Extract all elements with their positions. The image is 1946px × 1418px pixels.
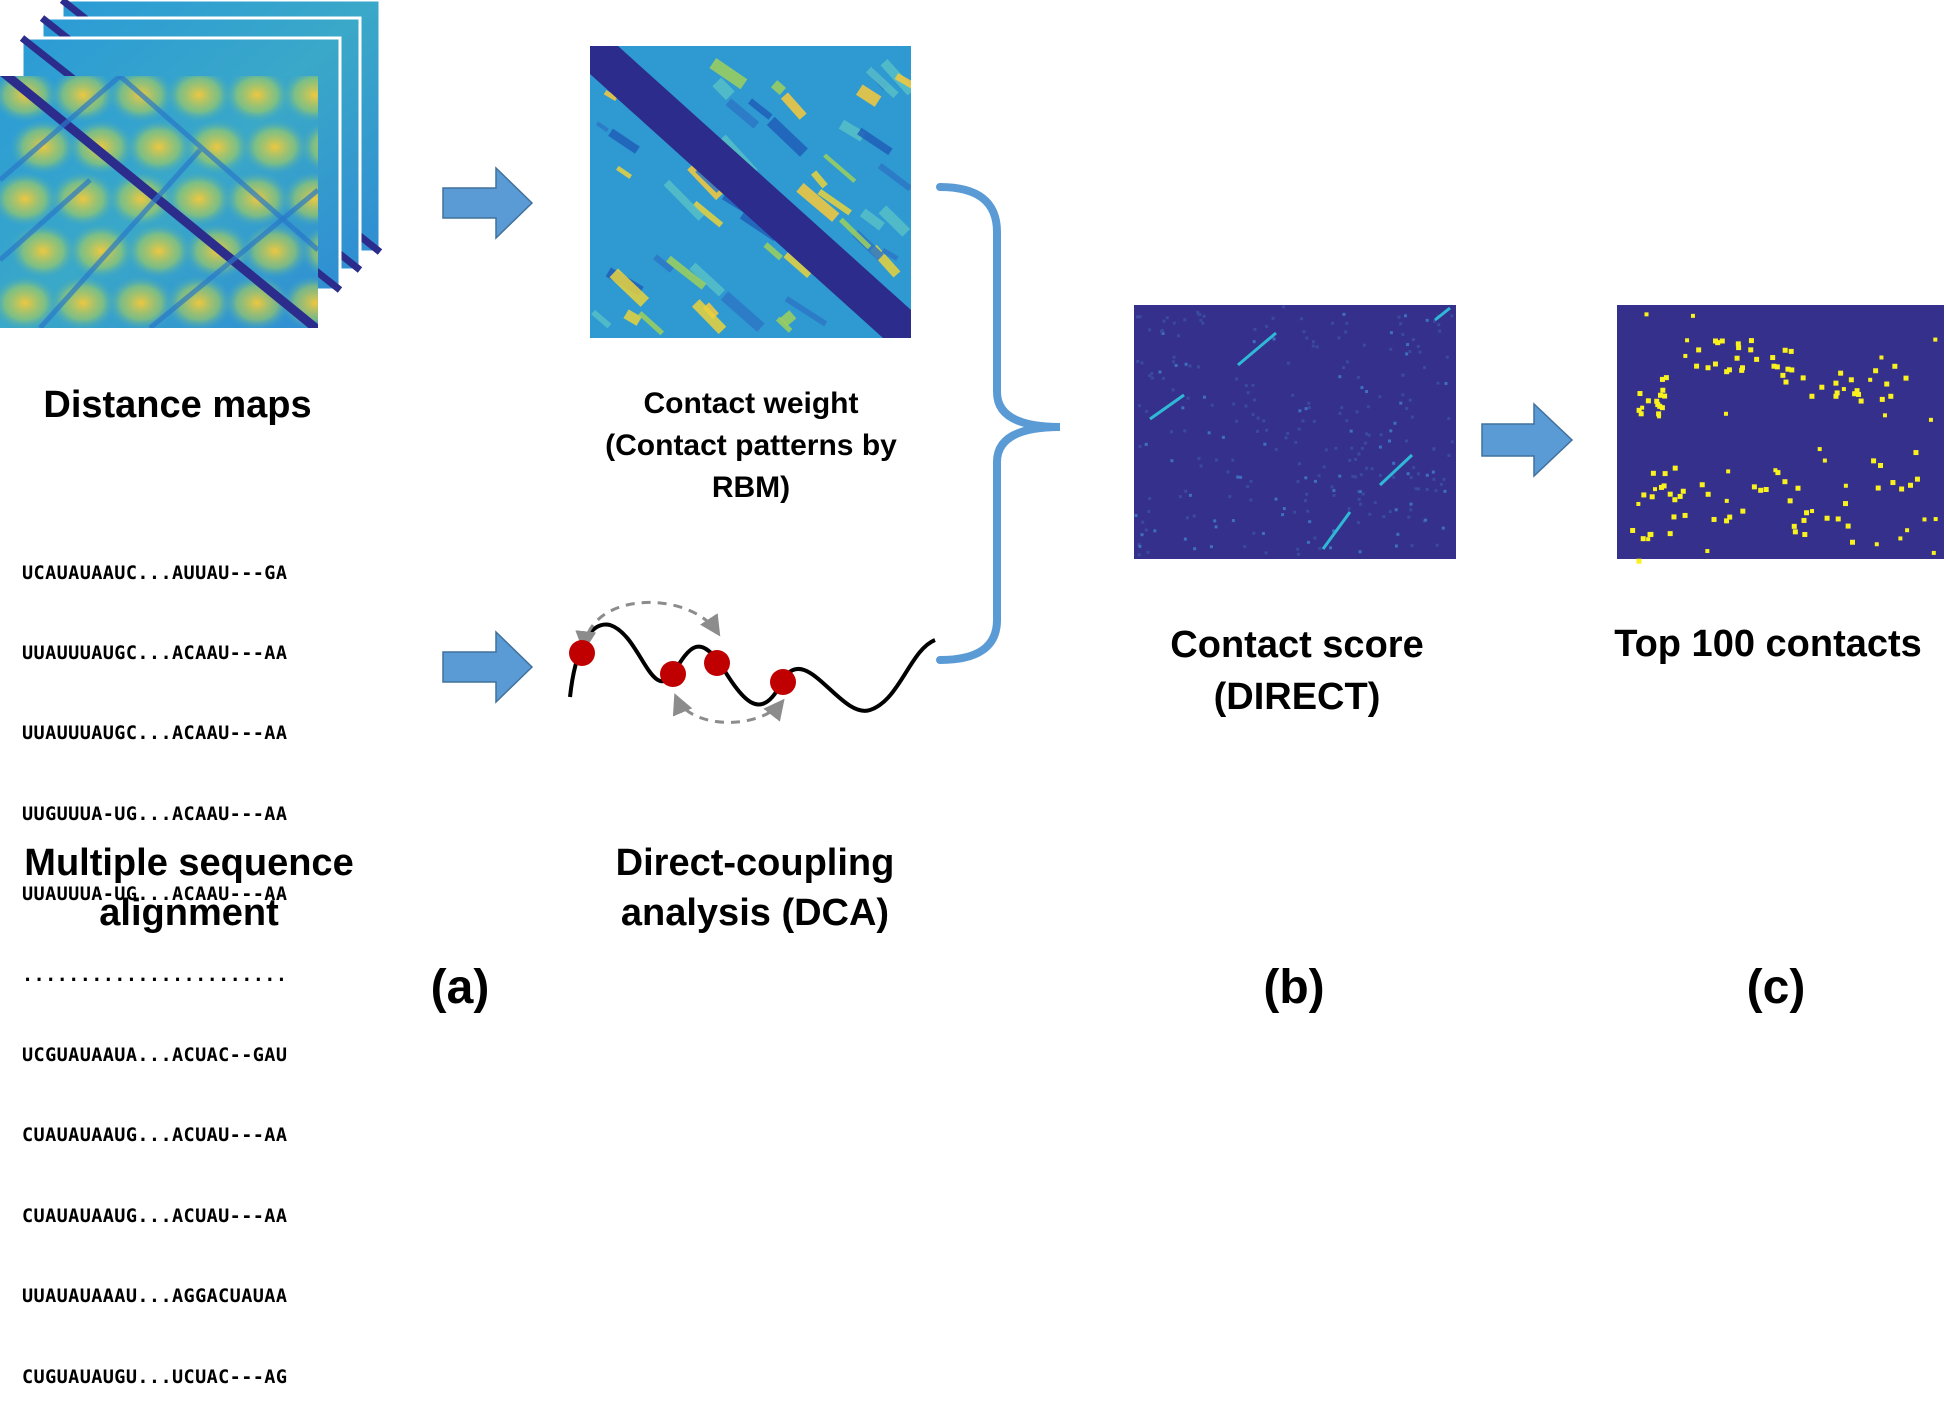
figure: Distance maps Contact weight (Contact pa… xyxy=(0,0,1944,1388)
msa-row: CUAUAUAAUG...ACUAU---AA xyxy=(22,1125,288,1147)
distance-maps-label: Distance maps xyxy=(43,384,312,426)
msa-row: UUAUUUAUGC...ACAAU---AA xyxy=(22,642,288,664)
dca-node xyxy=(704,650,730,676)
dca-illustration xyxy=(568,600,936,724)
msa-row: UUAUUUAUGC...ACAAU---AA xyxy=(22,723,288,745)
distance-maps-stack xyxy=(0,0,383,328)
dca-node xyxy=(569,640,595,666)
dca-node xyxy=(770,669,796,695)
panel-label-b: (b) xyxy=(1263,961,1325,1014)
msa-row: UUAUUUA-UG...ACAAU---AA xyxy=(22,884,288,906)
contact-score-map xyxy=(1134,305,1456,559)
dca-node xyxy=(660,661,686,687)
contact-weight-map xyxy=(590,46,911,338)
msa-row: CUAUAUAAUG...ACUAU---AA xyxy=(22,1205,288,1227)
msa-row: UCGUAUAAUA...ACUAC--GAU xyxy=(22,1044,288,1066)
contact-score-label: Contact score (DIRECT) xyxy=(1170,624,1424,718)
dca-label: Direct-coupling analysis (DCA) xyxy=(615,842,895,934)
msa-row: UCAUAUAAUC...AUUAU---GA xyxy=(22,562,288,584)
distance-map-front xyxy=(0,76,318,328)
right-arrow-icon xyxy=(442,630,534,704)
curly-brace-icon xyxy=(936,183,1061,664)
msa-row: UUAUAUAAAU...AGGACUAUAA xyxy=(22,1286,288,1308)
figure-graphics xyxy=(0,0,1944,724)
right-arrow-icon xyxy=(442,166,534,240)
contact-weight-label: Contact weight (Contact patterns by RBM) xyxy=(605,387,897,504)
panel-label-c: (c) xyxy=(1746,961,1806,1014)
top-contacts-label: Top 100 contacts xyxy=(1614,623,1922,665)
msa-row: UUGUUUA-UG...ACAAU---AA xyxy=(22,803,288,825)
panel-label-a: (a) xyxy=(430,961,490,1014)
msa-row: CUGUAUAUGU...UCUAC---AG xyxy=(22,1366,288,1388)
msa-row: ....................... xyxy=(22,964,288,986)
top-contacts-map xyxy=(1617,305,1944,564)
right-arrow-icon xyxy=(1481,402,1574,478)
msa-block: UCAUAUAAUC...AUUAU---GA UUAUUUAUGC...ACA… xyxy=(22,507,287,1418)
msa-label: Multiple sequence alignment xyxy=(24,842,354,934)
